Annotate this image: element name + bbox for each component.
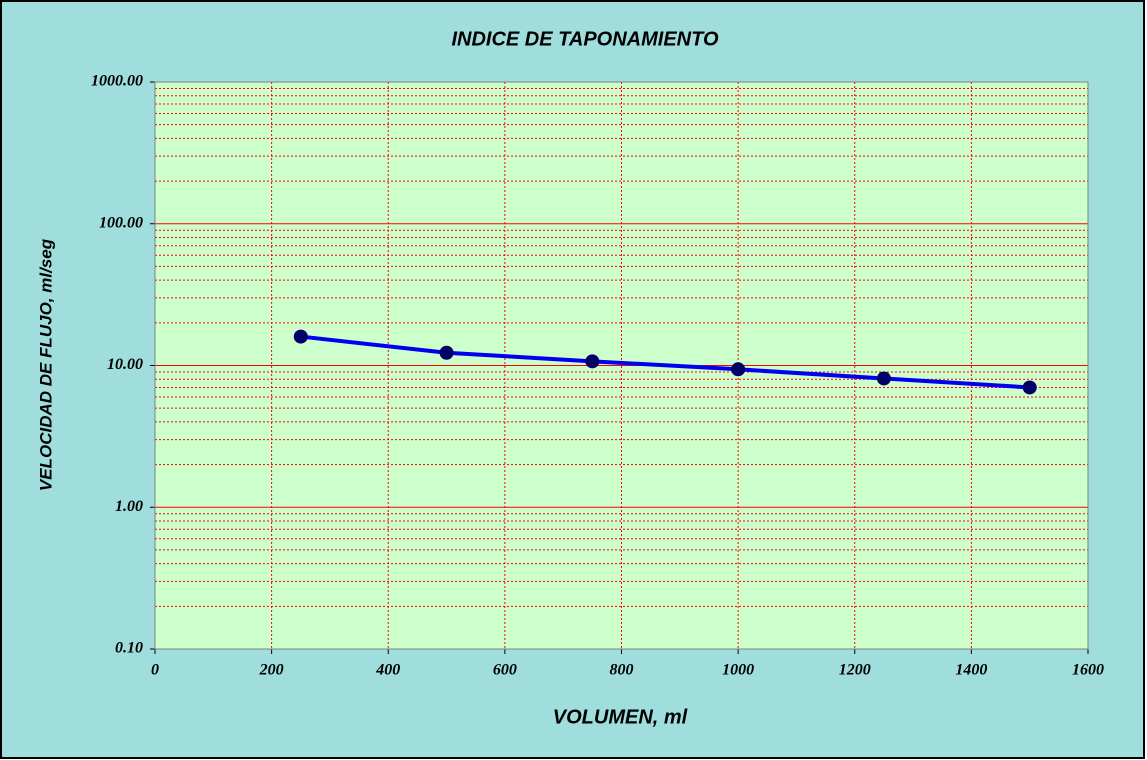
data-point (293, 329, 308, 344)
y-tick-label: 100.00 (99, 214, 143, 231)
data-point (439, 345, 454, 360)
data-point (731, 362, 746, 377)
data-point (876, 371, 891, 386)
y-tick-label: 0.10 (115, 640, 143, 657)
x-tick-label: 1400 (955, 662, 987, 679)
x-tick-label: 1200 (839, 662, 871, 679)
y-tick-label: 1000.00 (91, 73, 143, 90)
chart-title: INDICE DE TAPONAMIENTO (451, 28, 718, 50)
x-tick-label: 800 (610, 662, 634, 679)
x-tick-label: 200 (259, 662, 284, 679)
y-tick-label: 10.00 (107, 356, 143, 373)
y-axis-label: VELOCIDAD DE FLUJO, ml/seg (36, 238, 55, 491)
data-point (1022, 380, 1037, 395)
plot-border (154, 81, 1089, 650)
x-tick-label: 1000 (722, 662, 754, 679)
x-tick-label: 400 (375, 662, 400, 679)
y-tick-label: 1.00 (115, 498, 143, 515)
x-tick-label: 600 (493, 662, 517, 679)
data-point (585, 354, 600, 369)
x-tick-label: 1600 (1072, 662, 1104, 679)
x-axis-label: VOLUMEN, ml (553, 706, 688, 728)
x-tick-label: 0 (151, 662, 159, 679)
data-line (300, 334, 1030, 390)
